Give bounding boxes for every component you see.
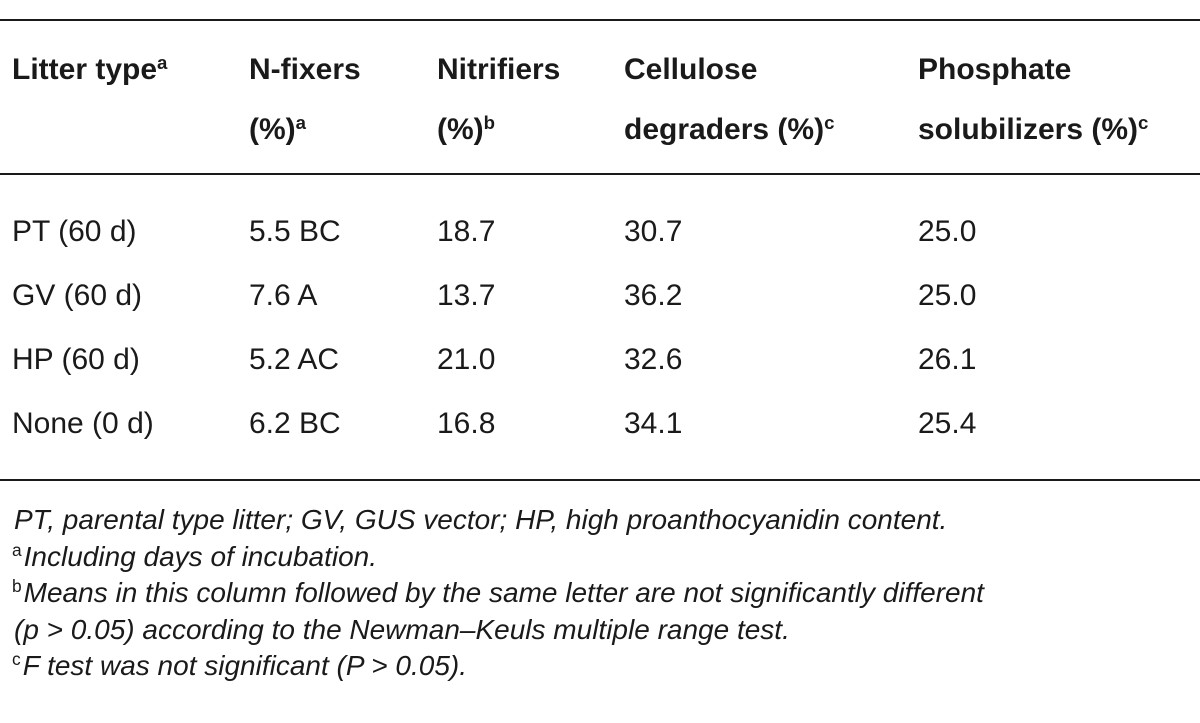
cell-n-fixers: 5.2 AC xyxy=(249,343,340,376)
cell-litter-type: PT (60 d) xyxy=(12,215,137,248)
cell-n-fixers: 6.2 BC xyxy=(249,407,341,440)
header-n-fixers: N-fixers (%)a xyxy=(249,53,361,146)
header-nitrifiers: Nitrifiers (%)b xyxy=(437,53,561,146)
footnote-c: cF test was not significant (P > 0.05). xyxy=(12,649,468,681)
table-row: HP (60 d) 5.2 AC 21.0 32.6 26.1 xyxy=(0,328,1200,392)
footnote-b: bMeans in this column followed by the sa… xyxy=(12,576,984,608)
cell-litter-type: None (0 d) xyxy=(12,407,154,440)
cell-phosphate-solubilizers: 25.0 xyxy=(918,215,977,248)
header-litter-type: Litter typea xyxy=(12,51,168,86)
footnote-abbreviations: PT, parental type litter; GV, GUS vector… xyxy=(14,504,948,535)
cell-phosphate-solubilizers: 25.0 xyxy=(918,279,977,312)
table-row: GV (60 d) 7.6 A 13.7 36.2 25.0 xyxy=(0,264,1200,328)
footnote-a: aIncluding days of incubation. xyxy=(12,539,378,572)
cell-cellulose-degraders: 30.7 xyxy=(624,215,683,248)
cell-nitrifiers: 13.7 xyxy=(437,279,496,312)
footnote-mark: c xyxy=(12,649,21,670)
cell-phosphate-solubilizers: 25.4 xyxy=(918,407,977,440)
header-footnote-mark: a xyxy=(295,111,306,133)
cell-cellulose-degraders: 34.1 xyxy=(624,407,683,440)
cell-phosphate-solubilizers: 26.1 xyxy=(918,343,977,376)
footnote-mark: a xyxy=(12,539,22,560)
footnote-b-continued: (p > 0.05) according to the Newman–Keuls… xyxy=(14,613,790,645)
header-footnote-mark: a xyxy=(157,51,168,73)
table-row: PT (60 d) 5.5 BC 18.7 30.7 25.0 xyxy=(0,200,1200,264)
header-footnote-mark: c xyxy=(1138,111,1149,133)
header-phosphate-solubilizers: Phosphate solubilizers (%)c xyxy=(918,53,1149,146)
cell-litter-type: GV (60 d) xyxy=(12,279,143,312)
cell-nitrifiers: 16.8 xyxy=(437,407,496,440)
table-top-rule xyxy=(0,19,1200,21)
table-footnotes: PT, parental type litter; GV, GUS vector… xyxy=(12,502,1192,685)
cell-nitrifiers: 18.7 xyxy=(437,215,496,248)
cell-litter-type: HP (60 d) xyxy=(12,343,140,376)
cell-cellulose-degraders: 32.6 xyxy=(624,343,683,376)
cell-n-fixers: 7.6 A xyxy=(249,279,318,312)
header-footnote-mark: c xyxy=(824,111,835,133)
footnote-mark: b xyxy=(12,576,22,597)
table-header-rule xyxy=(0,173,1200,175)
table-bottom-rule xyxy=(0,479,1200,481)
header-footnote-mark: b xyxy=(483,111,496,133)
cell-n-fixers: 5.5 BC xyxy=(249,215,341,248)
header-cellulose-degraders: Cellulose degraders (%)c xyxy=(624,53,835,146)
cell-nitrifiers: 21.0 xyxy=(437,343,496,376)
cell-cellulose-degraders: 36.2 xyxy=(624,279,683,312)
table-row: None (0 d) 6.2 BC 16.8 34.1 25.4 xyxy=(0,392,1200,456)
